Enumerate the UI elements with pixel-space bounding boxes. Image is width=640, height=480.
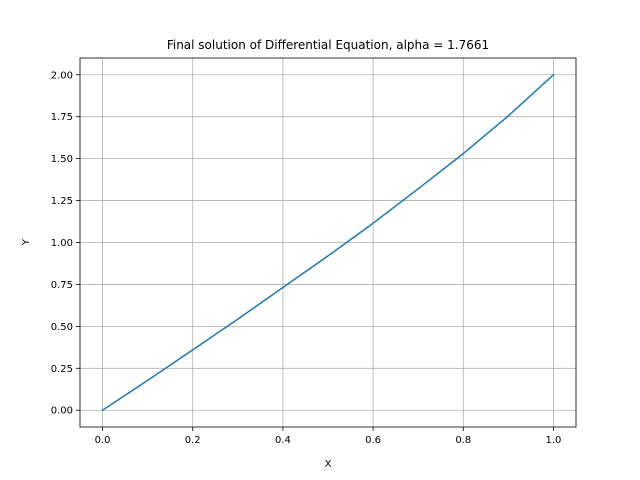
y-tick-label: 1.75	[51, 112, 73, 123]
y-tick-label: 0.25	[51, 364, 73, 375]
y-tick-label: 0.50	[51, 322, 73, 333]
x-tick-label: 1.0	[546, 435, 562, 446]
y-tick-label: 1.50	[51, 154, 73, 165]
y-tick-label: 1.00	[51, 238, 73, 249]
x-tick-label: 0.4	[275, 435, 291, 446]
x-tick-label: 0.8	[455, 435, 471, 446]
ticks: 0.0 0.2 0.4 0.6 0.8 1.0 0.00 0.25 0.50 0.75 1.00 1.…	[51, 70, 562, 446]
y-tick-label: 0.75	[51, 280, 73, 291]
x-tick-label: 0.6	[365, 435, 381, 446]
y-tick-label: 1.25	[51, 196, 73, 207]
series-layer	[101, 73, 555, 412]
grid	[80, 58, 576, 427]
chart-title: Final solution of Differential Equation,…	[167, 38, 489, 52]
y-axis-label: Y	[21, 238, 32, 246]
series-line	[101, 73, 555, 412]
y-tick-label: 2.00	[51, 70, 73, 81]
x-tick-label: 0.0	[95, 435, 111, 446]
x-tick-label: 0.2	[185, 435, 201, 446]
x-axis-label: X	[325, 459, 332, 470]
y-tick-label: 0.00	[51, 406, 73, 417]
